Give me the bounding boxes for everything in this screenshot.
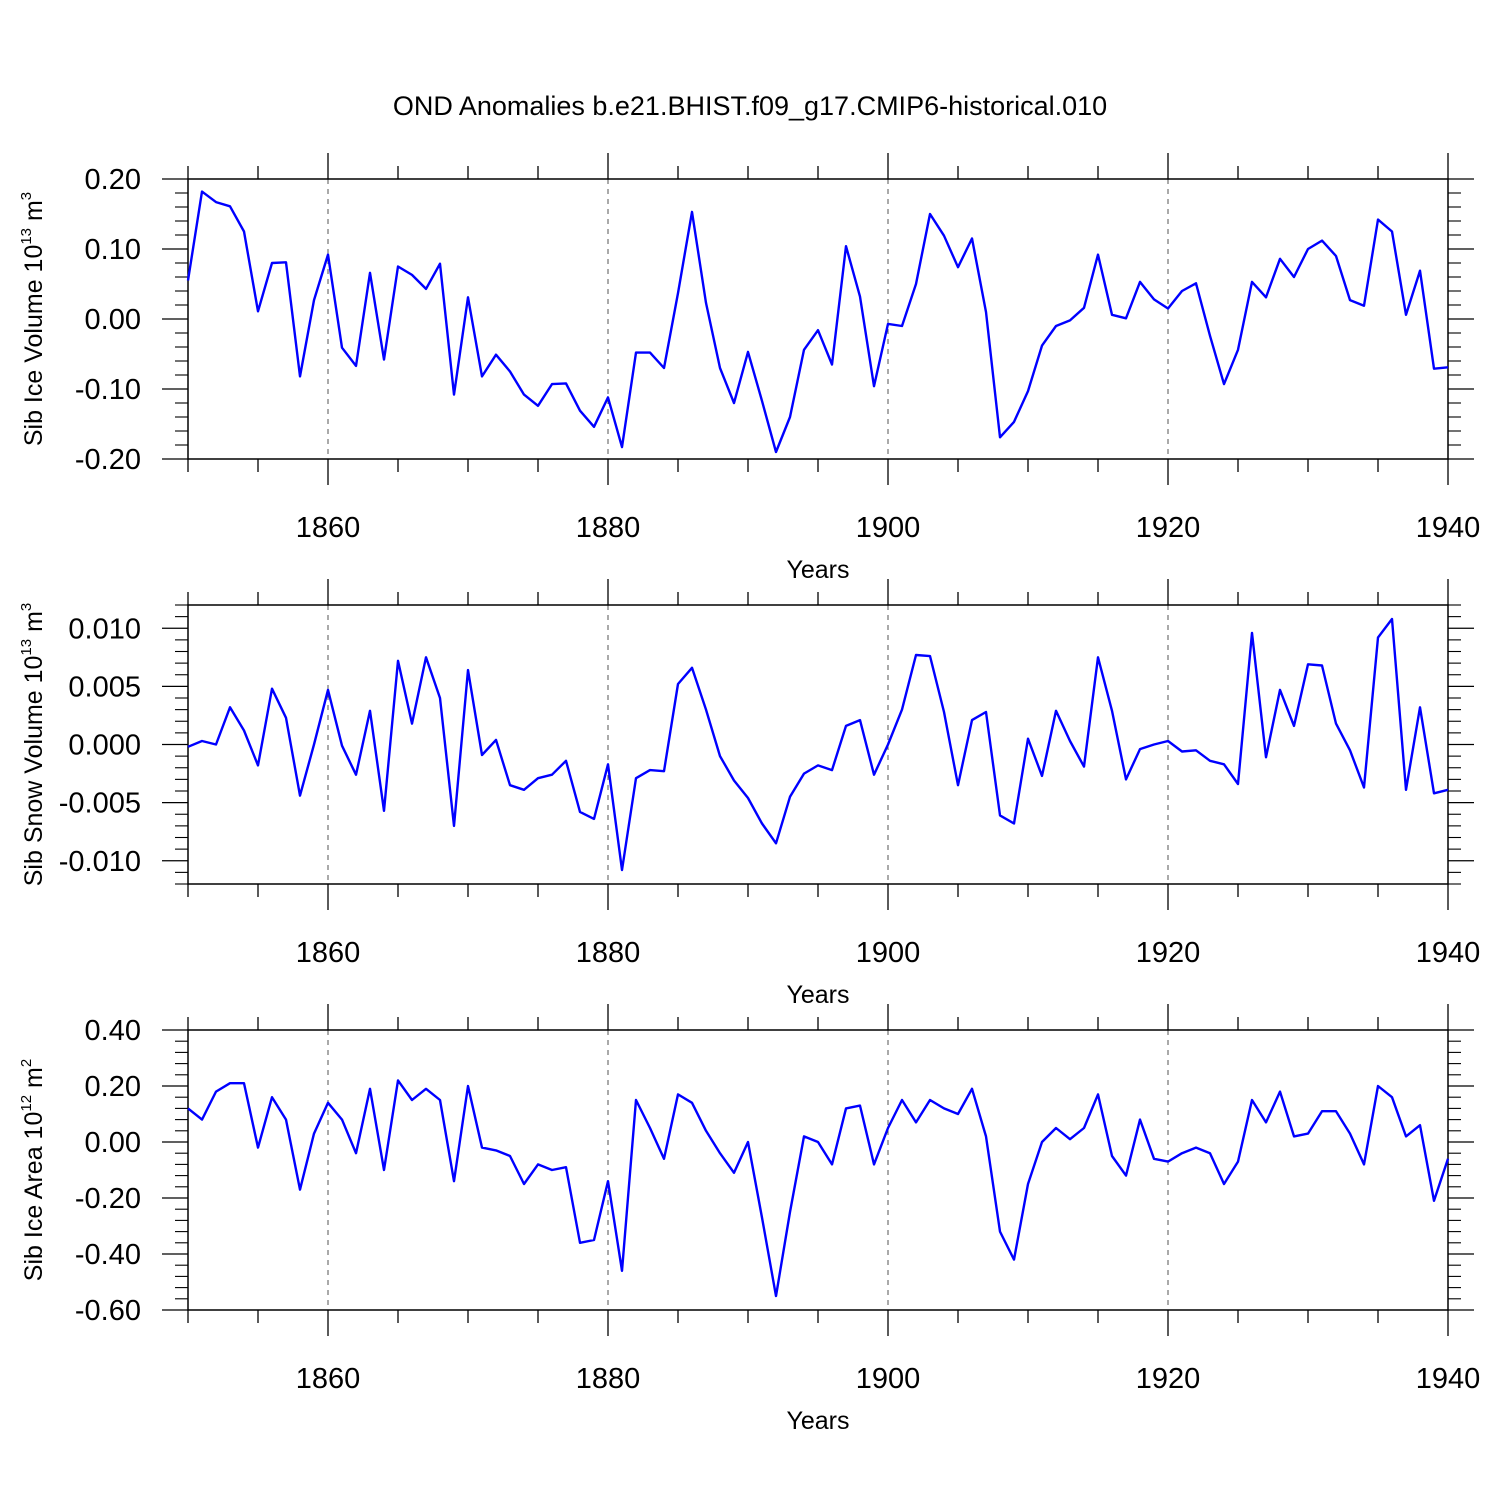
y-tick-label: 0.40 [85, 1015, 141, 1047]
y-tick-label: 0.010 [68, 613, 141, 645]
plot-frame [187, 178, 1449, 460]
chart-panel-1: -0.20 -0.10 0.00 0.10 0.20 1860 1880 1900 1920 19… [18, 153, 1480, 584]
plot-frame [187, 604, 1449, 885]
y-tick-label: 0.20 [85, 1071, 141, 1103]
series-line-sib-ice-area [187, 1079, 1450, 1298]
y-tick-label: -0.20 [75, 444, 141, 476]
y-axis-label: Sib Ice Area 1012 m2 [18, 1059, 48, 1281]
chart-panel-2: -0.010 -0.005 0.000 0.005 0.010 1860 1880 1900 1… [18, 579, 1480, 1009]
series-line-sib-ice-volume [186, 190, 1449, 454]
x-tick-label: 1860 [296, 512, 361, 544]
plot-frame [187, 1029, 1449, 1311]
x-axis-label: Years [786, 981, 849, 1009]
y-tick-label: -0.60 [75, 1295, 141, 1327]
x-tick-label: 1900 [856, 1363, 921, 1395]
x-tick-label: 1920 [1136, 1363, 1201, 1395]
x-tick-label: 1900 [856, 937, 921, 969]
x-tick-label: 1880 [576, 1363, 641, 1395]
x-axis-label: Years [786, 556, 849, 584]
y-tick-label: 0.00 [85, 1127, 141, 1159]
x-tick-label: 1940 [1416, 937, 1481, 969]
y-tick-label: -0.20 [75, 1183, 141, 1215]
y-tick-label: 0.20 [85, 164, 141, 196]
x-tick-label: 1860 [296, 1363, 361, 1395]
chart-title: OND Anomalies b.e21.BHIST.f09_g17.CMIP6-… [393, 91, 1107, 121]
y-tick-label: 0.10 [85, 234, 141, 266]
panels: -0.20 -0.10 0.00 0.10 0.20 1860 1880 1900 1920 19… [18, 153, 1480, 1435]
x-tick-label: 1880 [576, 512, 641, 544]
x-axis-label: Years [786, 1407, 849, 1435]
x-tick-label: 1920 [1136, 937, 1201, 969]
y-tick-label: -0.005 [59, 788, 141, 820]
y-axis-label: Sib Ice Volume 1013 m3 [18, 192, 48, 446]
x-tick-label: 1940 [1416, 512, 1481, 544]
y-tick-label: -0.40 [75, 1239, 141, 1271]
y-tick-label: -0.10 [75, 374, 141, 406]
y-tick-label: -0.010 [59, 846, 141, 878]
x-tick-label: 1860 [296, 937, 361, 969]
y-tick-label: 0.00 [85, 304, 141, 336]
x-tick-label: 1880 [576, 937, 641, 969]
x-tick-label: 1900 [856, 512, 921, 544]
x-tick-label: 1940 [1416, 1363, 1481, 1395]
series-line-sib-snow-volume [187, 617, 1449, 872]
chart-panel-3: -0.60 -0.40 -0.20 0.00 0.20 0.40 1860 1880 1900 1… [18, 1004, 1480, 1435]
y-axis-label: Sib Snow Volume 1013 m3 [18, 603, 48, 887]
y-tick-label: 0.000 [68, 730, 141, 762]
x-tick-label: 1920 [1136, 512, 1201, 544]
y-tick-label: 0.005 [68, 671, 141, 703]
